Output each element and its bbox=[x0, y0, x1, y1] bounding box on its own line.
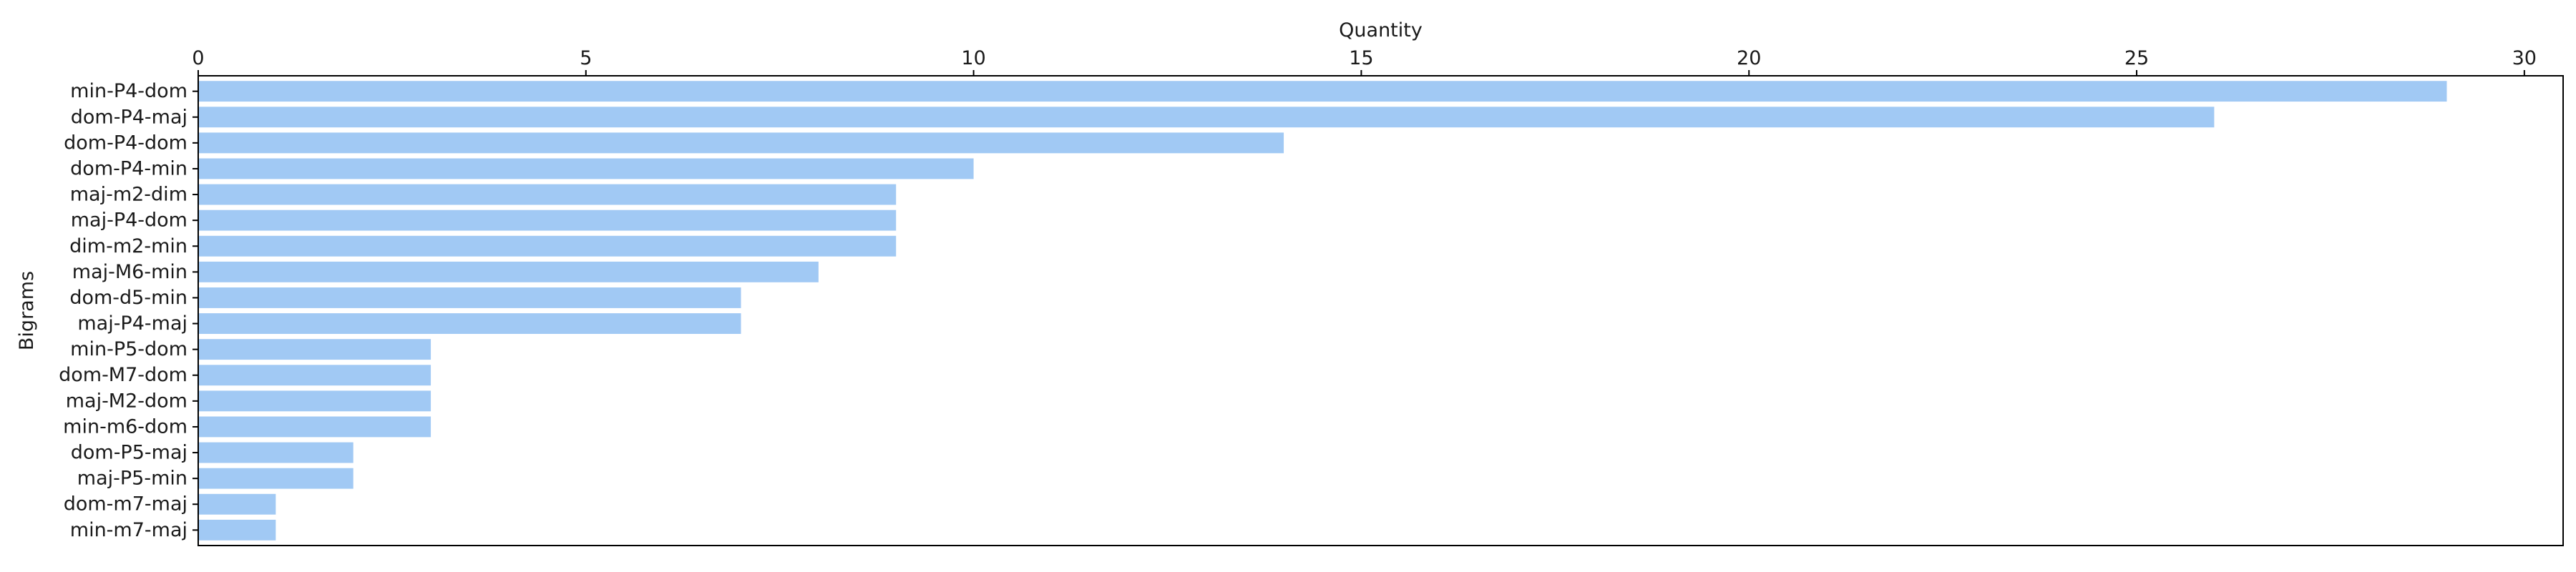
bar-min-m6-dom bbox=[198, 416, 431, 438]
y-tick-label: maj-P4-dom bbox=[71, 209, 187, 232]
bar-dom-P4-maj bbox=[198, 107, 2215, 128]
y-tick-label: dom-m7-maj bbox=[64, 493, 187, 516]
y-axis-label: Bigrams bbox=[16, 271, 38, 350]
y-tick-label: dom-P5-maj bbox=[71, 442, 187, 464]
y-tick-label: dim-m2-min bbox=[69, 235, 187, 257]
bar-dim-m2-min bbox=[198, 235, 897, 257]
bar-dom-m7-maj bbox=[198, 493, 276, 515]
bar-maj-m2-dim bbox=[198, 184, 897, 205]
bar-maj-M6-min bbox=[198, 261, 819, 282]
y-tick-label: dom-P4-dom bbox=[64, 132, 187, 154]
bar-dom-M7-dom bbox=[198, 365, 431, 386]
x-tick-label: 30 bbox=[2512, 47, 2537, 69]
bar-dom-P4-min bbox=[198, 158, 974, 179]
x-axis-label: Quantity bbox=[1339, 19, 1423, 41]
x-tick-label: 10 bbox=[961, 47, 985, 69]
bar-maj-P5-min bbox=[198, 468, 353, 489]
y-tick-label: maj-P4-maj bbox=[77, 312, 187, 335]
y-tick-label: dom-P4-min bbox=[70, 157, 187, 179]
bar-dom-d5-min bbox=[198, 287, 741, 308]
bar-min-P4-dom bbox=[198, 81, 2447, 102]
bar-dom-P4-dom bbox=[198, 132, 1284, 154]
y-tick-label: dom-P4-maj bbox=[71, 106, 187, 128]
y-tick-label: maj-P5-min bbox=[77, 468, 187, 490]
x-tick-label: 0 bbox=[192, 47, 204, 69]
bar-maj-P4-dom bbox=[198, 209, 897, 231]
y-tick-label: maj-m2-dim bbox=[70, 184, 187, 206]
bars-layer bbox=[198, 81, 2447, 541]
y-tick-label: min-P4-dom bbox=[70, 80, 187, 102]
plot-frame bbox=[197, 75, 2564, 546]
y-tick-label: dom-d5-min bbox=[69, 287, 187, 309]
bar-min-m7-maj bbox=[198, 519, 276, 541]
y-tick-label: min-P5-dom bbox=[70, 338, 187, 360]
x-axis: 0 5 10 15 20 25 30 bbox=[192, 47, 2537, 76]
y-tick-label: min-m6-dom bbox=[63, 415, 187, 438]
x-tick-label: 5 bbox=[580, 47, 592, 69]
y-tick-label: dom-M7-dom bbox=[59, 364, 187, 386]
y-tick-label: min-m7-maj bbox=[70, 519, 187, 541]
y-tick-label: maj-M6-min bbox=[72, 261, 187, 283]
bar-maj-P4-maj bbox=[198, 313, 741, 334]
y-tick-label: maj-M2-dom bbox=[66, 390, 187, 412]
x-tick-label: 20 bbox=[1737, 47, 1761, 69]
bar-dom-P5-maj bbox=[198, 442, 353, 463]
x-tick-label: 25 bbox=[2124, 47, 2149, 69]
bar-min-P5-dom bbox=[198, 339, 431, 360]
bar-maj-M2-dom bbox=[198, 390, 431, 412]
y-axis: min-P4-dom dom-P4-maj dom-P4-dom dom-P4-min… bbox=[59, 80, 198, 541]
x-tick-label: 15 bbox=[1349, 47, 1373, 69]
